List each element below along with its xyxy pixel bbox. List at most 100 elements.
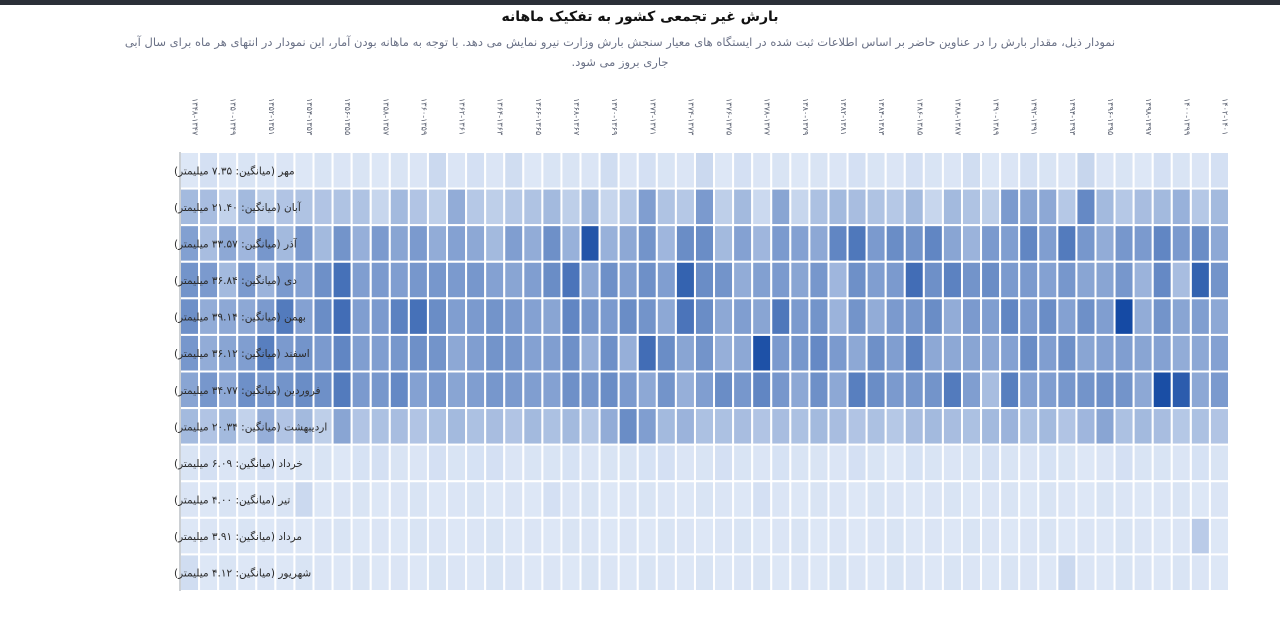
heatmap-cell[interactable] xyxy=(808,333,830,373)
heatmap-cell[interactable] xyxy=(1094,151,1116,190)
heatmap-cell[interactable] xyxy=(522,151,544,190)
heatmap-cell[interactable] xyxy=(999,443,1021,483)
heatmap-cell[interactable] xyxy=(446,260,468,300)
heatmap-cell[interactable] xyxy=(1189,553,1211,593)
heatmap-cell[interactable] xyxy=(465,187,487,227)
heatmap-cell[interactable] xyxy=(541,553,563,593)
heatmap-cell[interactable] xyxy=(1037,553,1059,593)
heatmap-cell[interactable] xyxy=(426,151,449,190)
heatmap-cell[interactable] xyxy=(827,297,849,336)
heatmap-cell[interactable] xyxy=(732,187,754,227)
heatmap-cell[interactable] xyxy=(1075,187,1097,227)
heatmap-cell[interactable] xyxy=(713,224,735,263)
heatmap-cell[interactable] xyxy=(407,407,429,446)
heatmap-cell[interactable] xyxy=(999,516,1021,556)
heatmap-cell[interactable] xyxy=(1113,187,1135,227)
heatmap-cell[interactable] xyxy=(865,151,887,190)
heatmap-cell[interactable] xyxy=(1113,224,1135,263)
heatmap-cell[interactable] xyxy=(312,187,334,227)
heatmap-cell[interactable] xyxy=(407,516,429,556)
heatmap-cell[interactable] xyxy=(465,407,487,446)
heatmap-cell[interactable] xyxy=(827,443,849,483)
heatmap-cell[interactable] xyxy=(407,187,429,227)
heatmap-cell[interactable] xyxy=(636,553,658,593)
heatmap-cell[interactable] xyxy=(751,187,773,227)
heatmap-cell[interactable] xyxy=(1170,187,1192,227)
heatmap-cell[interactable] xyxy=(617,480,639,519)
heatmap-cell[interactable] xyxy=(903,443,925,483)
heatmap-cell[interactable] xyxy=(1132,260,1154,300)
heatmap-cell[interactable] xyxy=(884,187,906,227)
heatmap-cell[interactable] xyxy=(293,151,315,190)
heatmap-cell[interactable] xyxy=(999,480,1021,519)
heatmap-cell[interactable] xyxy=(1151,443,1173,483)
heatmap-cell[interactable] xyxy=(846,443,868,483)
heatmap-cell[interactable] xyxy=(465,151,487,190)
heatmap-cell[interactable] xyxy=(1018,370,1040,410)
heatmap-cell[interactable] xyxy=(1170,480,1192,519)
heatmap-cell[interactable] xyxy=(770,224,792,263)
heatmap-cell[interactable] xyxy=(903,187,925,227)
heatmap-cell[interactable] xyxy=(960,297,983,336)
heatmap-cell[interactable] xyxy=(1189,370,1211,410)
heatmap-cell[interactable] xyxy=(465,516,487,556)
heatmap-cell[interactable] xyxy=(980,553,1002,593)
heatmap-cell[interactable] xyxy=(1056,516,1078,556)
heatmap-cell[interactable] xyxy=(693,151,716,190)
heatmap-cell[interactable] xyxy=(1208,480,1230,519)
heatmap-cell[interactable] xyxy=(636,333,658,373)
heatmap-cell[interactable] xyxy=(941,224,963,263)
heatmap-cell[interactable] xyxy=(503,333,525,373)
heatmap-cell[interactable] xyxy=(331,553,353,593)
heatmap-cell[interactable] xyxy=(1113,260,1135,300)
heatmap-cell[interactable] xyxy=(884,333,906,373)
heatmap-cell[interactable] xyxy=(465,480,487,519)
heatmap-cell[interactable] xyxy=(770,516,792,556)
heatmap-cell[interactable] xyxy=(503,260,525,300)
heatmap-cell[interactable] xyxy=(1113,443,1135,483)
heatmap-cell[interactable] xyxy=(674,480,696,519)
heatmap-cell[interactable] xyxy=(674,443,696,483)
heatmap-cell[interactable] xyxy=(407,297,429,336)
heatmap-cell[interactable] xyxy=(922,224,944,263)
heatmap-cell[interactable] xyxy=(579,553,601,593)
heatmap-cell[interactable] xyxy=(1018,333,1040,373)
heatmap-cell[interactable] xyxy=(732,260,754,300)
heatmap-cell[interactable] xyxy=(1151,297,1173,336)
heatmap-cell[interactable] xyxy=(732,333,754,373)
heatmap-cell[interactable] xyxy=(846,297,868,336)
heatmap-cell[interactable] xyxy=(941,553,963,593)
heatmap-cell[interactable] xyxy=(1056,224,1078,263)
heatmap-cell[interactable] xyxy=(713,443,735,483)
heatmap-cell[interactable] xyxy=(560,224,582,263)
heatmap-cell[interactable] xyxy=(484,224,506,263)
heatmap-cell[interactable] xyxy=(1056,297,1078,336)
heatmap-cell[interactable] xyxy=(426,260,449,300)
heatmap-cell[interactable] xyxy=(426,407,449,446)
heatmap-cell[interactable] xyxy=(617,187,639,227)
heatmap-cell[interactable] xyxy=(579,333,601,373)
heatmap-cell[interactable] xyxy=(617,297,639,336)
heatmap-cell[interactable] xyxy=(598,443,620,483)
heatmap-cell[interactable] xyxy=(1075,480,1097,519)
heatmap-cell[interactable] xyxy=(369,297,391,336)
heatmap-cell[interactable] xyxy=(1151,333,1173,373)
heatmap-cell[interactable] xyxy=(980,407,1002,446)
heatmap-cell[interactable] xyxy=(770,443,792,483)
heatmap-cell[interactable] xyxy=(1189,260,1211,300)
heatmap-cell[interactable] xyxy=(941,407,963,446)
heatmap-cell[interactable] xyxy=(789,151,811,190)
heatmap-cell[interactable] xyxy=(1056,443,1078,483)
heatmap-cell[interactable] xyxy=(312,260,334,300)
heatmap-cell[interactable] xyxy=(1208,187,1230,227)
heatmap-cell[interactable] xyxy=(884,151,906,190)
heatmap-cell[interactable] xyxy=(1075,260,1097,300)
heatmap-cell[interactable] xyxy=(1132,516,1154,556)
heatmap-cell[interactable] xyxy=(827,370,849,410)
heatmap-cell[interactable] xyxy=(560,407,582,446)
heatmap-cell[interactable] xyxy=(693,187,716,227)
heatmap-cell[interactable] xyxy=(827,260,849,300)
heatmap-cell[interactable] xyxy=(1075,370,1097,410)
heatmap-cell[interactable] xyxy=(941,187,963,227)
heatmap-cell[interactable] xyxy=(808,151,830,190)
